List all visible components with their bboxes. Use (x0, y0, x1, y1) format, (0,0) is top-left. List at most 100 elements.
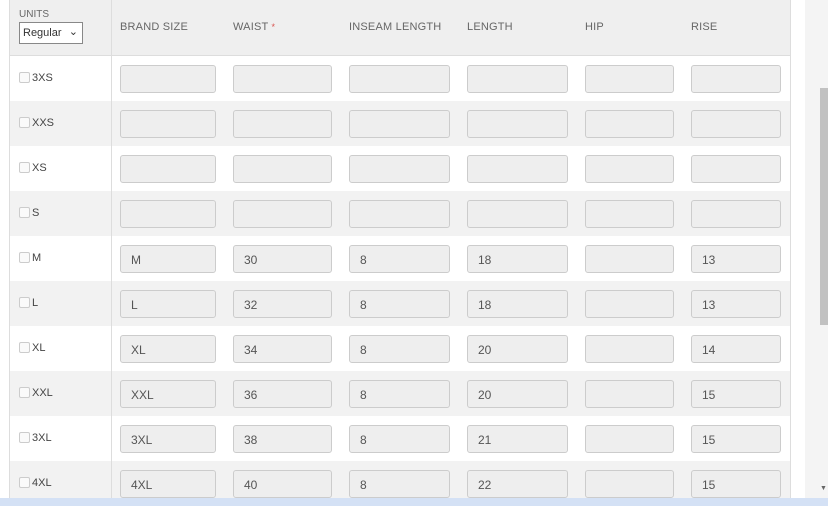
size-label: 4XL (32, 477, 52, 489)
brand-size-input[interactable]: 4XL (120, 470, 216, 498)
length-input[interactable]: 18 (467, 245, 568, 273)
size-checkbox[interactable] (19, 477, 30, 488)
size-checkbox[interactable] (19, 162, 30, 173)
scroll-down-arrow-icon[interactable]: ▼ (820, 485, 827, 492)
brand-size-input[interactable]: M (120, 245, 216, 273)
hip-input[interactable] (585, 335, 674, 363)
rise-input[interactable]: 15 (691, 380, 781, 408)
hip-input[interactable] (585, 110, 674, 138)
inseam-input[interactable] (349, 110, 450, 138)
rise-input[interactable]: 13 (691, 245, 781, 273)
size-checkbox[interactable] (19, 432, 30, 443)
inseam-input[interactable] (349, 200, 450, 228)
size-label: L (32, 297, 39, 309)
inseam-input[interactable]: 8 (349, 335, 450, 363)
units-label: UNITS (19, 9, 49, 20)
divider (111, 146, 112, 191)
length-input[interactable] (467, 65, 568, 93)
units-select[interactable]: Regular ⌄ (19, 22, 83, 44)
brand-size-input[interactable] (120, 200, 216, 228)
divider (111, 236, 112, 281)
size-label: 3XL (32, 432, 52, 444)
rise-input[interactable]: 13 (691, 290, 781, 318)
inseam-input[interactable]: 8 (349, 245, 450, 273)
rise-input[interactable]: 15 (691, 470, 781, 498)
size-checkbox[interactable] (19, 117, 30, 128)
rise-input[interactable] (691, 200, 781, 228)
chevron-down-icon: ⌄ (68, 26, 78, 38)
hip-input[interactable] (585, 65, 674, 93)
waist-input[interactable]: 40 (233, 470, 332, 498)
divider (111, 371, 112, 416)
length-input[interactable] (467, 200, 568, 228)
table-row: L L 32 8 18 13 (10, 281, 790, 326)
waist-input[interactable] (233, 65, 332, 93)
table-row: XS (10, 146, 790, 191)
rise-input[interactable] (691, 155, 781, 183)
length-input[interactable]: 21 (467, 425, 568, 453)
size-checkbox[interactable] (19, 252, 30, 263)
table-row: 3XL 3XL 38 8 21 15 (10, 416, 790, 461)
rise-input[interactable] (691, 110, 781, 138)
size-checkbox[interactable] (19, 72, 30, 83)
size-label: XL (32, 342, 46, 354)
length-input[interactable] (467, 155, 568, 183)
col-rise: RISE (691, 21, 718, 33)
col-hip: HIP (585, 21, 604, 33)
waist-input[interactable]: 38 (233, 425, 332, 453)
hip-input[interactable] (585, 290, 674, 318)
brand-size-input[interactable] (120, 110, 216, 138)
brand-size-input[interactable]: 3XL (120, 425, 216, 453)
brand-size-input[interactable] (120, 155, 216, 183)
brand-size-input[interactable]: XXL (120, 380, 216, 408)
bottom-bar (0, 498, 828, 506)
size-checkbox[interactable] (19, 297, 30, 308)
hip-input[interactable] (585, 155, 674, 183)
waist-input[interactable] (233, 110, 332, 138)
size-label: M (32, 252, 42, 264)
brand-size-input[interactable]: XL (120, 335, 216, 363)
inseam-input[interactable]: 8 (349, 290, 450, 318)
scrollbar-thumb[interactable] (820, 88, 828, 325)
inseam-input[interactable]: 8 (349, 470, 450, 498)
col-waist-label: WAIST (233, 21, 269, 33)
divider (111, 101, 112, 146)
rise-input[interactable]: 15 (691, 425, 781, 453)
length-input[interactable]: 20 (467, 335, 568, 363)
hip-input[interactable] (585, 245, 674, 273)
length-input[interactable]: 18 (467, 290, 568, 318)
rise-input[interactable] (691, 65, 781, 93)
hip-input[interactable] (585, 470, 674, 498)
size-checkbox[interactable] (19, 207, 30, 218)
divider (111, 326, 112, 371)
brand-size-input[interactable]: L (120, 290, 216, 318)
inseam-input[interactable]: 8 (349, 380, 450, 408)
table-row: XXS (10, 101, 790, 146)
hip-input[interactable] (585, 200, 674, 228)
size-checkbox[interactable] (19, 387, 30, 398)
inseam-input[interactable] (349, 65, 450, 93)
table-row: M M 30 8 18 13 (10, 236, 790, 281)
size-label: XS (32, 162, 47, 174)
size-label: S (32, 207, 40, 219)
units-value: Regular (23, 27, 62, 39)
hip-input[interactable] (585, 380, 674, 408)
size-label: XXL (32, 387, 53, 399)
inseam-input[interactable]: 8 (349, 425, 450, 453)
rise-input[interactable]: 14 (691, 335, 781, 363)
divider (111, 281, 112, 326)
waist-input[interactable] (233, 155, 332, 183)
waist-input[interactable]: 30 (233, 245, 332, 273)
length-input[interactable]: 20 (467, 380, 568, 408)
brand-size-input[interactable] (120, 65, 216, 93)
waist-input[interactable]: 32 (233, 290, 332, 318)
inseam-input[interactable] (349, 155, 450, 183)
length-input[interactable]: 22 (467, 470, 568, 498)
waist-input[interactable]: 34 (233, 335, 332, 363)
waist-input[interactable] (233, 200, 332, 228)
size-checkbox[interactable] (19, 342, 30, 353)
waist-input[interactable]: 36 (233, 380, 332, 408)
table-header: UNITS Regular ⌄ BRAND SIZE WAIST * INSEAM… (10, 0, 790, 56)
length-input[interactable] (467, 110, 568, 138)
hip-input[interactable] (585, 425, 674, 453)
